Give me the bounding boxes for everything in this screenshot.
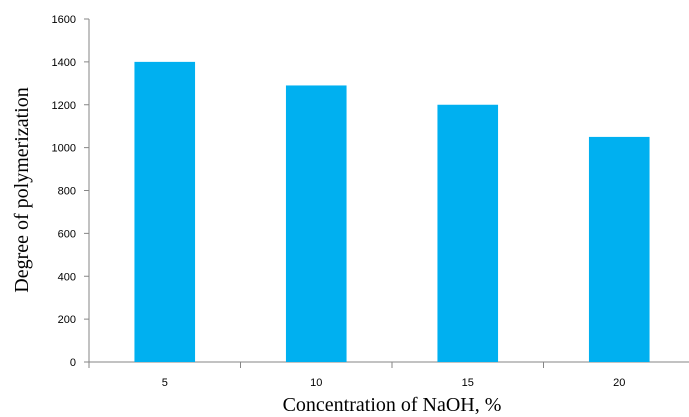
bars	[134, 61, 650, 363]
y-axis-title: Degree of polymerization	[11, 87, 33, 292]
bar-5	[134, 61, 196, 362]
x-tick-label: 15	[462, 377, 474, 389]
y-tick-label: 800	[58, 186, 76, 198]
y-axis: 0 200 400 600 800 1000 1200 1400 1600	[52, 14, 90, 369]
x-axis-title: Concentration of NaOH, %	[283, 394, 502, 416]
x-tick-label: 10	[310, 377, 322, 389]
y-tick-label: 400	[58, 271, 76, 283]
x-tick-label: 20	[613, 377, 625, 389]
bar-10	[285, 85, 347, 363]
x-tick-label: 5	[162, 377, 168, 389]
y-tick-label: 1400	[52, 57, 76, 69]
bar-20	[588, 136, 650, 362]
y-tick-label: 1600	[52, 14, 76, 26]
y-tick-label: 200	[58, 314, 76, 326]
y-tick-label: 1200	[52, 100, 76, 112]
y-tick-label: 0	[70, 357, 76, 369]
bar-15	[437, 104, 499, 362]
y-tick-label: 600	[58, 228, 76, 240]
x-axis: 5 10 15 20	[88, 361, 689, 389]
y-tick-label: 1000	[52, 143, 76, 155]
